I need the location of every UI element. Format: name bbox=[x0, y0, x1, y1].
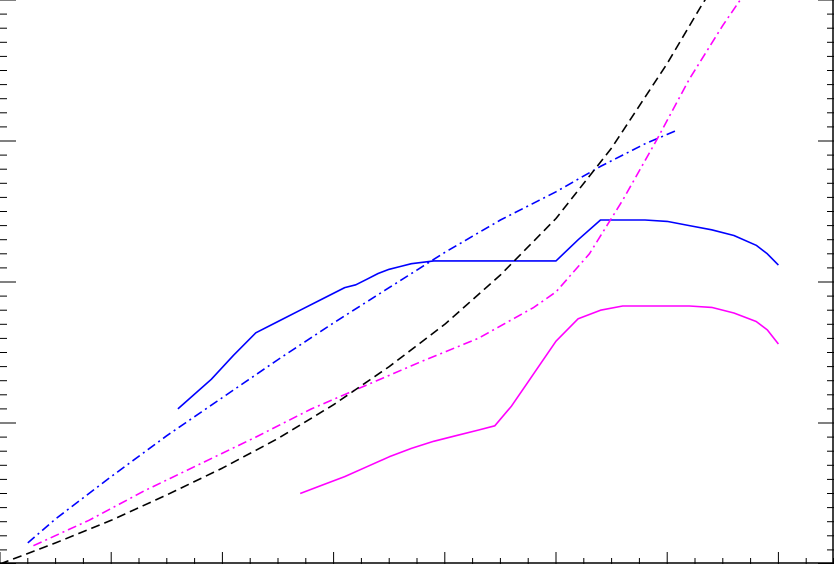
series-line-5 bbox=[0, 0, 706, 564]
series-line-3 bbox=[27, 128, 679, 544]
series-line-4 bbox=[33, 0, 742, 547]
series-line-1 bbox=[177, 219, 779, 410]
series-line-2 bbox=[299, 305, 780, 495]
series-lines bbox=[0, 0, 780, 564]
